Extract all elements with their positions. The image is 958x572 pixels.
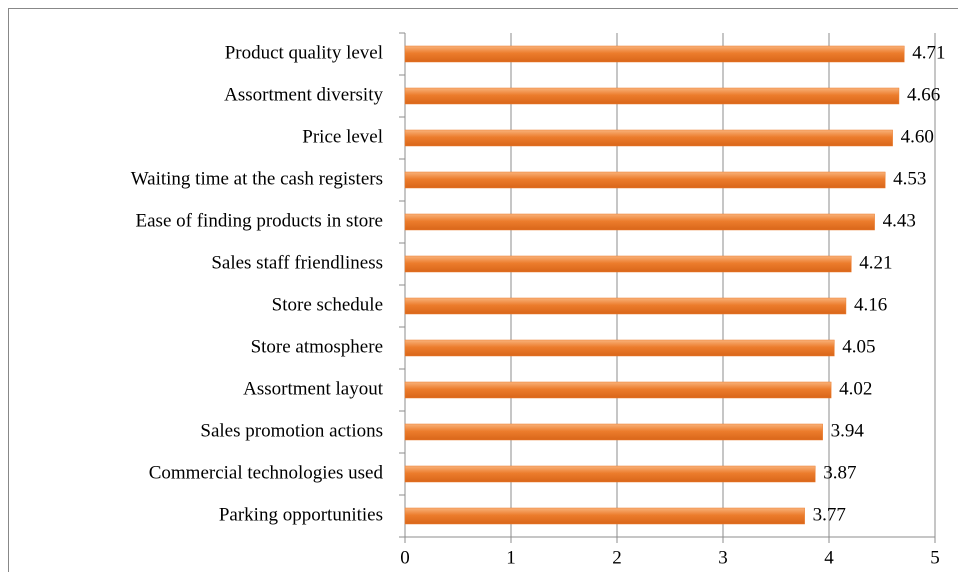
data-label: 4.60: [901, 126, 934, 147]
x-tick-label: 2: [612, 547, 622, 568]
bar: [404, 423, 823, 441]
data-label: 4.16: [854, 294, 887, 315]
y-tick-label: Commercial technologies used: [149, 462, 384, 483]
bar: [404, 45, 905, 63]
x-tick-label: 5: [930, 547, 940, 568]
x-tick-label: 1: [506, 547, 516, 568]
y-tick-label: Sales staff friendliness: [211, 252, 383, 273]
data-label: 3.87: [823, 462, 856, 483]
data-label: 4.43: [883, 210, 916, 231]
y-tick-label: Assortment layout: [243, 378, 384, 399]
bar: [404, 507, 805, 525]
bar: [404, 129, 893, 147]
y-tick-label: Sales promotion actions: [200, 420, 383, 441]
chart-frame: [8, 8, 958, 572]
data-label: 4.05: [842, 336, 875, 357]
y-tick-label: Assortment diversity: [224, 84, 383, 105]
data-label: 4.53: [893, 168, 926, 189]
y-tick-label: Product quality level: [225, 42, 383, 63]
x-tick-label: 3: [718, 547, 728, 568]
bar: [404, 213, 875, 231]
y-tick-label: Parking opportunities: [219, 504, 383, 525]
bar: [404, 339, 835, 357]
data-label: 3.94: [831, 420, 865, 441]
data-label: 3.77: [813, 504, 846, 525]
y-tick-label: Ease of finding products in store: [136, 210, 383, 231]
bar: [404, 87, 900, 105]
x-tick-label: 0: [400, 547, 410, 568]
data-label: 4.71: [912, 42, 945, 63]
y-tick-label: Store atmosphere: [251, 336, 383, 357]
data-label: 4.66: [907, 84, 940, 105]
y-tick-label: Price level: [302, 126, 383, 147]
y-tick-label: Waiting time at the cash registers: [131, 168, 383, 189]
y-tick-label: Store schedule: [272, 294, 383, 315]
x-tick-label: 4: [824, 547, 834, 568]
bar: [404, 381, 832, 399]
bar: [404, 297, 847, 315]
bar: [404, 255, 852, 273]
bar: [404, 465, 816, 483]
data-label: 4.02: [839, 378, 872, 399]
bar: [404, 171, 886, 189]
data-label: 4.21: [859, 252, 892, 273]
